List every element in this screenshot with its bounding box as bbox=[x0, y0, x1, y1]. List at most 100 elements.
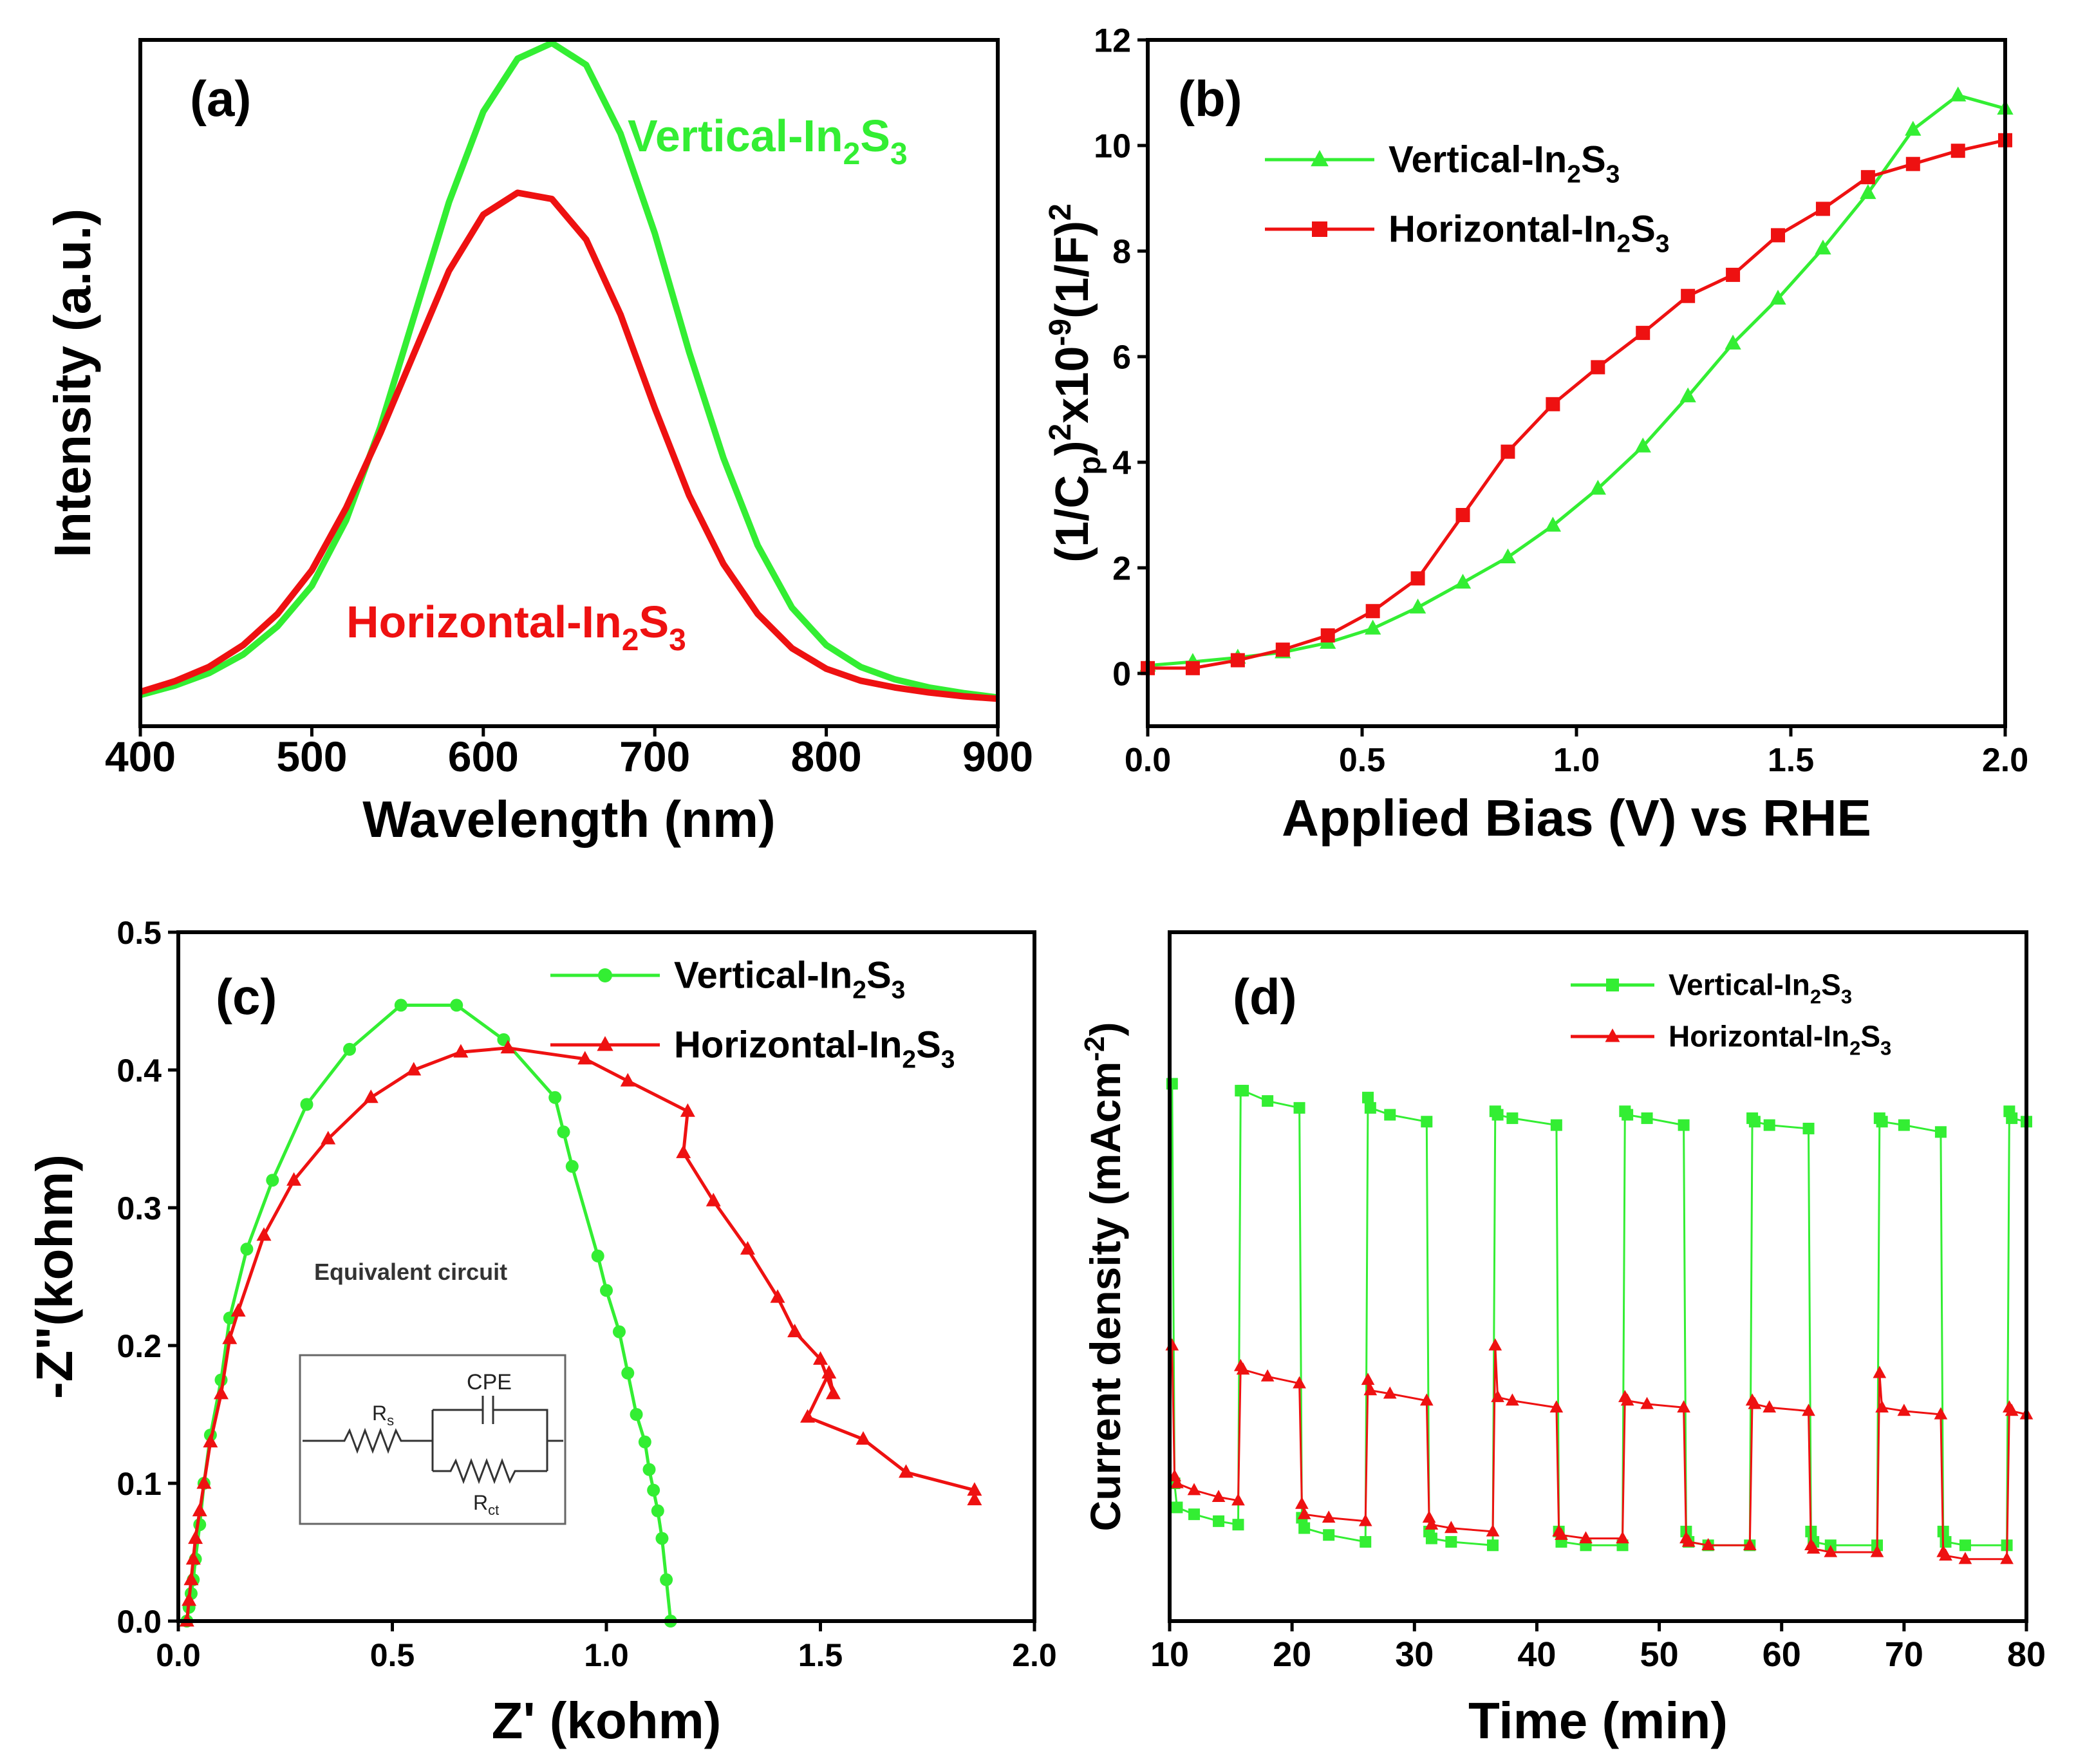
panel-b-point-vertical-5 bbox=[1365, 619, 1381, 635]
panel-c-point-vertical-25 bbox=[638, 1435, 651, 1449]
panel-c-inset-title: Equivalent circuit bbox=[314, 1259, 507, 1285]
panel-b-point-vertical-11 bbox=[1634, 437, 1651, 453]
panel-d-point-vertical-21 bbox=[1486, 1539, 1499, 1552]
panel-d-point-horizontal-48 bbox=[1897, 1403, 1911, 1416]
panel-c-ytick-label-5: 0.5 bbox=[117, 915, 162, 951]
panel-c-point-horizontal-23 bbox=[740, 1241, 755, 1255]
panel-c-point-horizontal-22 bbox=[706, 1192, 721, 1206]
panel-c-legend-label-vertical: Vertical-In2S3 bbox=[674, 955, 905, 1004]
panel-c-xtick-label-4: 2.0 bbox=[1012, 1637, 1057, 1673]
panel-b-line-vertical bbox=[1147, 93, 2006, 668]
panel-c-legend-label-vertical-sub2: 3 bbox=[892, 977, 906, 1004]
panel-d-point-vertical-19 bbox=[1425, 1532, 1437, 1544]
panel-d-point-vertical-4 bbox=[1213, 1515, 1225, 1527]
panel-b-legend-label-vertical: Vertical-In2S3 bbox=[1389, 139, 1620, 189]
panel-d-point-horizontal-19 bbox=[1425, 1517, 1439, 1530]
panel-a-label-horizontal-mid: S bbox=[639, 597, 669, 647]
panel-b-point-horizontal-13 bbox=[1726, 267, 1741, 282]
panel-c-point-horizontal-31 bbox=[899, 1464, 913, 1478]
panel-c-inset-rs-main: R bbox=[372, 1402, 387, 1425]
panel-c-point-horizontal-6 bbox=[196, 1475, 212, 1489]
panel-b-point-horizontal-1 bbox=[1185, 661, 1200, 675]
panel-d-point-vertical-5 bbox=[1232, 1519, 1244, 1531]
panel-b-point-horizontal-8 bbox=[1501, 444, 1515, 459]
panel-c-legend-label-horizontal-mid: S bbox=[916, 1024, 941, 1066]
panel-b-ytick-label-2: 4 bbox=[1112, 445, 1131, 482]
panel-d-point-horizontal-43 bbox=[1806, 1541, 1820, 1554]
panel-c-point-vertical-22 bbox=[612, 1325, 626, 1338]
panel-d-point-horizontal-37 bbox=[1743, 1538, 1757, 1550]
panel-c-ylabel: -Z"(kohm) bbox=[26, 1154, 83, 1399]
panel-c-legend-label-horizontal-base: Horizontal-In bbox=[674, 1024, 902, 1066]
panel-d-xtick-label-5: 60 bbox=[1763, 1635, 1801, 1674]
panel-b-point-vertical-17 bbox=[1905, 120, 1922, 136]
panel-b-point-horizontal-9 bbox=[1546, 397, 1560, 411]
panel-d: 10 20 30 40 50 60 70 80 Time (min) Current densit… bbox=[1079, 930, 2046, 1749]
panel-b-xtick-label-1: 0.5 bbox=[1339, 742, 1385, 779]
panel-c-point-vertical-27 bbox=[647, 1483, 660, 1497]
panel-d-xlabel: Time (min) bbox=[1468, 1692, 1728, 1749]
panel-b-ylabel-p3: 2 bbox=[1043, 424, 1078, 441]
panel-d-point-vertical-49 bbox=[1934, 1126, 1947, 1138]
panel-c-point-vertical-13 bbox=[343, 1042, 356, 1056]
panel-d-point-vertical-40 bbox=[1763, 1119, 1775, 1131]
panel-c-point-horizontal-27 bbox=[825, 1385, 841, 1400]
panel-d-point-vertical-12 bbox=[1323, 1529, 1335, 1541]
panel-b-xlabel: Applied Bias (V) vs RHE bbox=[1282, 789, 1871, 847]
panel-c-point-horizontal-30 bbox=[856, 1431, 871, 1445]
panel-c-point-vertical-17 bbox=[548, 1091, 562, 1104]
panel-c-xlabel: Z' (kohm) bbox=[492, 1692, 722, 1749]
panel-a-label-vertical-mid: S bbox=[860, 111, 890, 161]
panel-c-legend-label-horizontal-sub1: 2 bbox=[902, 1046, 916, 1074]
panel-b-point-vertical-16 bbox=[1860, 184, 1876, 200]
panel-d-point-horizontal-22 bbox=[1488, 1338, 1502, 1351]
panel-d-point-vertical-23 bbox=[1492, 1109, 1504, 1121]
panel-c-point-horizontal-11 bbox=[256, 1227, 272, 1241]
panel-d-point-horizontal-27 bbox=[1555, 1528, 1568, 1540]
panel-d-point-horizontal-10 bbox=[1295, 1496, 1309, 1509]
panel-c-point-vertical-15 bbox=[450, 999, 463, 1012]
panel-b-point-horizontal-10 bbox=[1591, 360, 1605, 375]
panel-b-point-horizontal-15 bbox=[1815, 202, 1830, 216]
panel-b-point-vertical-18 bbox=[1950, 86, 1967, 102]
panel-d-point-vertical-9 bbox=[1293, 1102, 1305, 1114]
panel-d-point-horizontal-44 bbox=[1824, 1544, 1838, 1557]
panel-c-point-horizontal-33 bbox=[967, 1492, 982, 1506]
panel-d-xtick-label-4: 50 bbox=[1640, 1635, 1679, 1674]
panel-d-point-horizontal-32 bbox=[1640, 1396, 1654, 1409]
panel-c-point-vertical-30 bbox=[660, 1573, 673, 1586]
panel-d-point-horizontal-15 bbox=[1363, 1383, 1378, 1396]
panel-a-line-horizontal bbox=[139, 189, 998, 702]
panel-a-label-horizontal-sub1: 2 bbox=[622, 623, 639, 657]
panel-c-inset-rct: Rct bbox=[473, 1491, 499, 1518]
panel-d-xtick-label-1: 20 bbox=[1273, 1635, 1311, 1674]
panel-c-legend-label-horizontal-sub2: 3 bbox=[941, 1046, 955, 1074]
panel-d-point-vertical-52 bbox=[1959, 1539, 1971, 1552]
panel-a-ylabel: Intensity (a.u.) bbox=[44, 209, 101, 558]
panel-b-xtick-label-2: 1.0 bbox=[1553, 742, 1600, 779]
panel-b-line-horizontal bbox=[1148, 138, 2006, 670]
panel-d-point-vertical-25 bbox=[1550, 1119, 1562, 1131]
panel-c-point-horizontal-14 bbox=[363, 1089, 379, 1103]
panel-c-point-horizontal-12 bbox=[286, 1172, 302, 1186]
panel-c-point-horizontal-3 bbox=[185, 1551, 201, 1565]
panel-b-legend-label-vertical-sub1: 2 bbox=[1567, 161, 1581, 189]
panel-d-point-vertical-14 bbox=[1362, 1091, 1374, 1103]
panel-c-point-vertical-26 bbox=[642, 1463, 656, 1476]
panel-c-legend-label-vertical-sub1: 2 bbox=[852, 977, 866, 1004]
panel-c-inset-wire-rs bbox=[303, 1427, 433, 1454]
panel-d-point-horizontal-9 bbox=[1293, 1376, 1306, 1389]
panel-a: 400 500 600 700 800 900 Wavelength (nm) Intensi… bbox=[44, 38, 1033, 848]
panel-c-xtick-label-3: 1.5 bbox=[798, 1637, 843, 1673]
panel-b-legend-marker-vertical bbox=[1311, 150, 1329, 167]
panel-d-point-horizontal-33 bbox=[1677, 1400, 1690, 1412]
panel-b-ytick-label-5: 10 bbox=[1094, 128, 1131, 165]
panel-c-xtick-label-0: 0.0 bbox=[156, 1637, 201, 1673]
panel-d-point-vertical-16 bbox=[1384, 1109, 1396, 1121]
panel-b-ylabel-p6: (1/F) bbox=[1047, 221, 1098, 319]
panel-b-ytick-label-1: 2 bbox=[1112, 550, 1131, 588]
panel-c-point-horizontal-15 bbox=[406, 1062, 422, 1076]
panel-a-xtick-label-3: 700 bbox=[619, 733, 690, 780]
panel-c-point-vertical-21 bbox=[600, 1284, 613, 1297]
panel-c-point-horizontal-7 bbox=[203, 1434, 218, 1448]
